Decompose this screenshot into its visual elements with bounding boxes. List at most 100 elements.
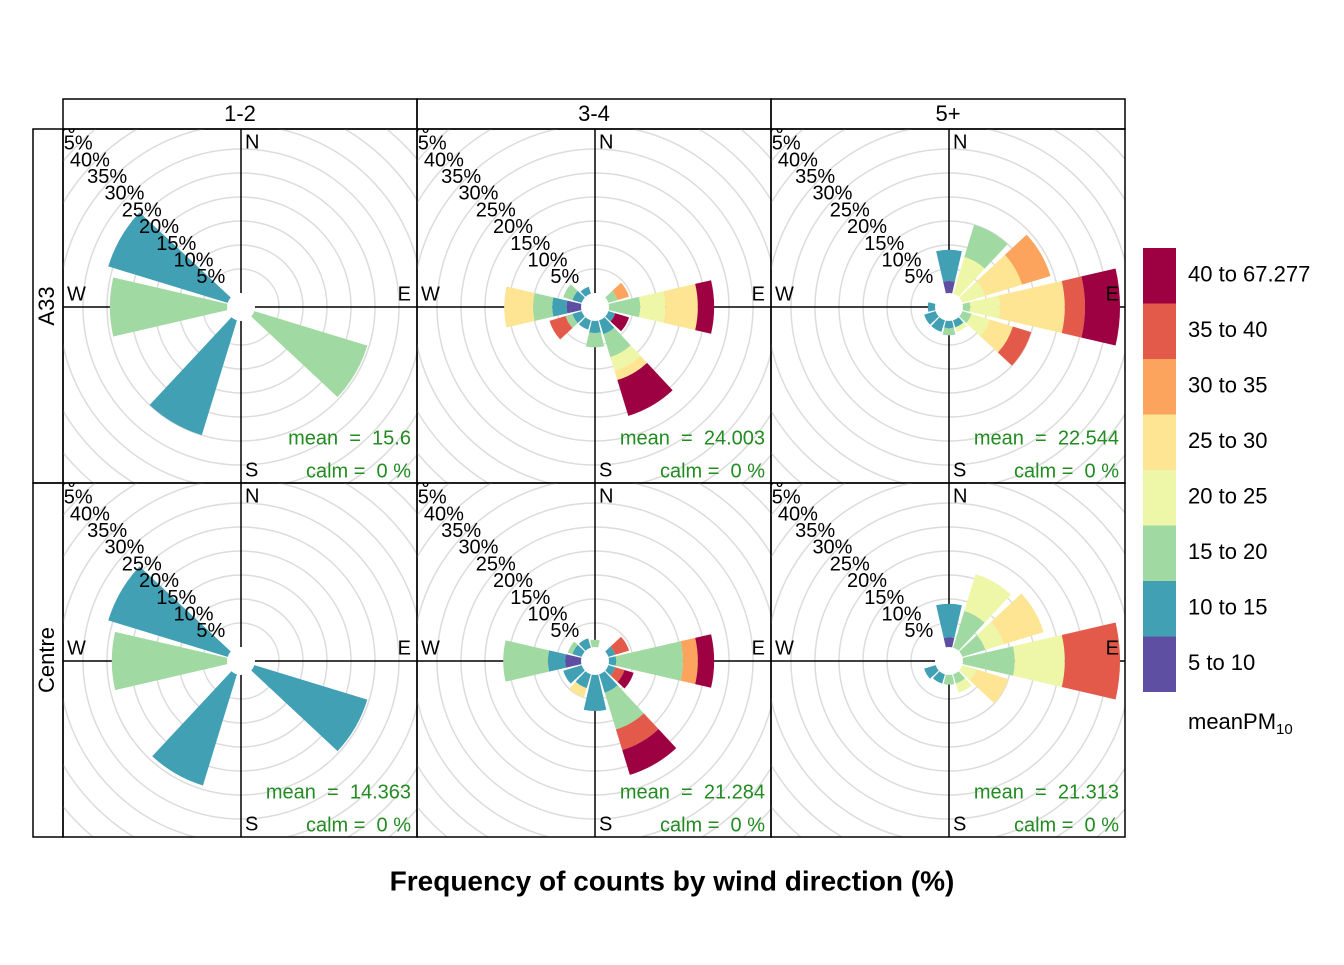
wedge-segment — [565, 654, 582, 668]
r-tick-label: 5% — [904, 620, 933, 642]
wedge-segment — [962, 646, 1015, 676]
compass-label: S — [599, 459, 612, 481]
compass-label: W — [67, 637, 86, 659]
r-tick-label: 40% — [424, 149, 464, 171]
wedge-segment — [953, 671, 966, 684]
wedge-segment — [612, 282, 630, 301]
legend-swatch — [1143, 525, 1176, 581]
wedge-segment — [610, 313, 630, 332]
wedge-segment — [980, 319, 1013, 353]
r-tick-label: 40% — [424, 503, 464, 525]
center-hole — [935, 647, 963, 675]
wedge-segment — [604, 685, 644, 730]
r-tick-label: 40% — [70, 149, 110, 171]
r-tick-label: 25% — [476, 199, 516, 221]
wedge-segment — [932, 671, 945, 684]
strip-label: 5+ — [935, 101, 960, 126]
compass-label: S — [599, 813, 612, 835]
center-hole — [581, 293, 609, 321]
legend-swatch — [1143, 303, 1176, 359]
center-hole — [227, 293, 255, 321]
compass-label: W — [421, 637, 440, 659]
legend-label: 40 to 67.277 — [1188, 262, 1310, 287]
compass-label: N — [245, 131, 259, 153]
legend-label: 20 to 25 — [1188, 484, 1268, 509]
r-tick-label: 35% — [441, 520, 481, 542]
wedge-segment — [927, 302, 936, 312]
r-tick-label: 25% — [122, 553, 162, 575]
r-tick-label: 30% — [104, 537, 144, 559]
wedge-segment — [976, 621, 1004, 650]
wedge-segment — [552, 297, 568, 317]
r-tick-label: 15% — [156, 587, 196, 609]
wedge-segment — [990, 593, 1044, 645]
mean-label: mean = 21.284 — [620, 781, 765, 803]
r-tick-label: 15% — [510, 233, 550, 255]
wedge-segment — [964, 574, 1011, 623]
wedge-segment — [943, 674, 955, 685]
wedge-segment — [547, 650, 566, 672]
wedge-segment — [962, 302, 971, 312]
calm-label: calm = 0 % — [1014, 814, 1119, 836]
strip-label: 3-4 — [578, 101, 610, 126]
r-tick-label: 25% — [830, 199, 870, 221]
wedge-segment — [578, 317, 591, 330]
wedge-segment — [617, 362, 673, 416]
wedge-segment — [108, 566, 231, 657]
r-tick-label: 20% — [847, 216, 887, 238]
wedge-segment — [931, 317, 945, 332]
legend-label: 15 to 20 — [1188, 539, 1268, 564]
r-tick-label: 10% — [528, 249, 568, 271]
wedge-segment — [610, 345, 641, 371]
r-tick-label: 35% — [87, 166, 127, 188]
legend-title-sub: 10 — [1276, 721, 1293, 738]
wedge-segment — [605, 646, 616, 657]
r-tick-label: 10% — [174, 249, 214, 271]
legend-title: meanPM10 — [1188, 709, 1293, 738]
wedge-segment — [924, 311, 939, 325]
wedge-segment — [109, 277, 228, 337]
wedge-segment — [1061, 276, 1085, 338]
panel-frame — [770, 482, 1126, 838]
compass-label: W — [421, 283, 440, 305]
wedge-segment — [955, 322, 967, 332]
r-tick-label: 45% — [407, 133, 447, 155]
wedge-segment — [959, 281, 986, 303]
r-tick-label: 40% — [70, 503, 110, 525]
mean-label: mean = 14.363 — [266, 781, 411, 803]
wedge-segment — [599, 671, 618, 693]
compass-label: E — [1106, 283, 1119, 305]
r-tick-label: 30% — [458, 183, 498, 205]
r-tick-label: 25% — [122, 199, 162, 221]
calm-label: calm = 0 % — [1014, 460, 1119, 482]
wedge-segment — [953, 256, 985, 297]
wedge-segment — [503, 640, 550, 682]
wedge-segment — [608, 296, 641, 318]
r-tick-label: 15% — [156, 233, 196, 255]
r-tick-label: 20% — [493, 570, 533, 592]
legend-swatch — [1143, 636, 1176, 692]
r-tick-label: 20% — [139, 570, 179, 592]
calm-label: calm = 0 % — [660, 460, 765, 482]
wedge-segment — [504, 286, 535, 328]
r-tick-label: 25% — [476, 553, 516, 575]
wedge-segment — [251, 311, 368, 398]
legend-title-main: meanPM — [1188, 709, 1276, 734]
compass-label: E — [398, 637, 411, 659]
legend-label: 25 to 30 — [1188, 428, 1268, 453]
center-hole — [581, 647, 609, 675]
wedge-segment — [924, 665, 939, 679]
r-tick-label: 50% — [389, 470, 429, 492]
wedge-segment — [583, 674, 607, 711]
wedge-segment — [608, 656, 617, 666]
wedge-segment — [1061, 622, 1120, 700]
wedge-segment — [955, 678, 972, 693]
wedge-segment — [603, 327, 631, 358]
legend-swatch — [1143, 581, 1176, 637]
compass-label: N — [245, 485, 259, 507]
compass-label: W — [67, 283, 86, 305]
